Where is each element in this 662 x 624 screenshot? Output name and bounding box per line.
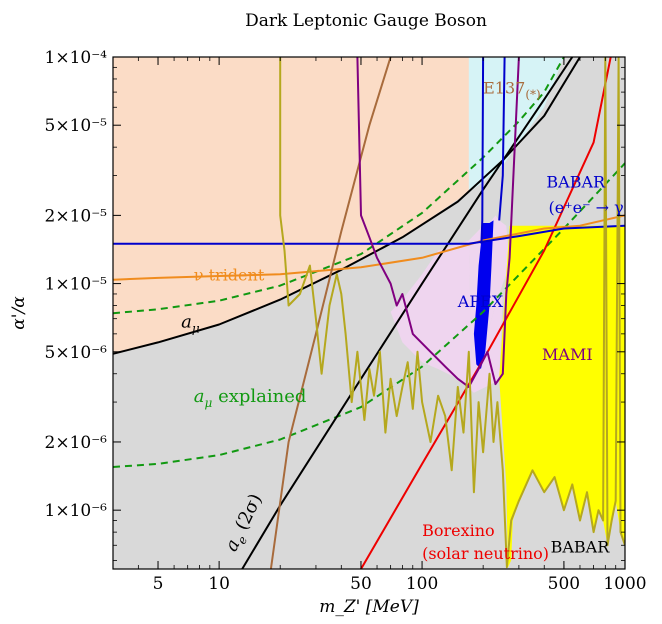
line-e137 (269, 57, 392, 569)
series-lines (113, 57, 625, 569)
x-tick-label: 10 (208, 574, 230, 594)
region-a-e-2 (113, 57, 625, 569)
region-babar-blue (473, 220, 494, 369)
label-babar: BABAR (551, 538, 611, 557)
line-babar-blue-vertical-2 (498, 57, 506, 221)
line-borexino-solar-neutrino (360, 57, 612, 569)
line-a (113, 57, 581, 355)
y-tick-label: 1×10⁻⁶ (45, 501, 108, 521)
x-tick-label: 5 (153, 574, 164, 594)
chart-title: Dark Leptonic Gauge Boson (245, 11, 487, 31)
y-tick-label: 5×10⁻⁵ (45, 116, 108, 136)
label-trident: ν trident (194, 266, 265, 285)
x-axis-title: m_Z' [MeV] (319, 597, 419, 617)
line-babar-boundary (279, 57, 625, 569)
y-axis-title: α'/α (9, 296, 29, 330)
region-babar (499, 225, 625, 568)
plot-frame (112, 56, 626, 570)
line-babar-e-e-inv-line (113, 224, 625, 245)
x-tick-label: 50 (350, 574, 372, 594)
axis-ticks: 5 10 50 100 500 1000 1×10⁻⁶ 2×10⁻⁶ 5×10⁻⁶ 1×10⁻⁵ 2… (45, 48, 647, 594)
line-trident (113, 214, 625, 281)
line-a-explained-upper (113, 57, 565, 315)
x-tick-label: 1000 (603, 574, 646, 594)
label-e-e-inv: (e⁺e⁻ → γ + inv) (549, 198, 662, 217)
x-tick-label: 100 (406, 574, 438, 594)
label-a-explained: aμ explained (194, 386, 307, 410)
line-babar-blue-vertical (480, 57, 485, 244)
label-babar: BABAR (546, 173, 606, 192)
label-borexino: Borexino (422, 521, 495, 540)
label-apex: APEX (457, 292, 504, 311)
annotations: E137(*)BABAR(e⁺e⁻ → γ + inv)ν tridentaμA… (181, 79, 662, 563)
line-a-explained-lower (113, 162, 625, 468)
y-tick-label: 1×10⁻⁴ (45, 48, 108, 68)
regions (113, 57, 625, 569)
line-mami-boundary (356, 57, 520, 388)
y-tick-label: 2×10⁻⁶ (45, 433, 108, 453)
y-tick-label: 2×10⁻⁵ (45, 206, 108, 226)
x-tick-label: 500 (548, 574, 580, 594)
label-solar-neutrino: (solar neutrino) (422, 544, 549, 563)
y-tick-label: 1×10⁻⁵ (45, 275, 108, 295)
y-tick-label: 5×10⁻⁶ (45, 343, 108, 363)
label-mami: MAMI (542, 345, 593, 364)
